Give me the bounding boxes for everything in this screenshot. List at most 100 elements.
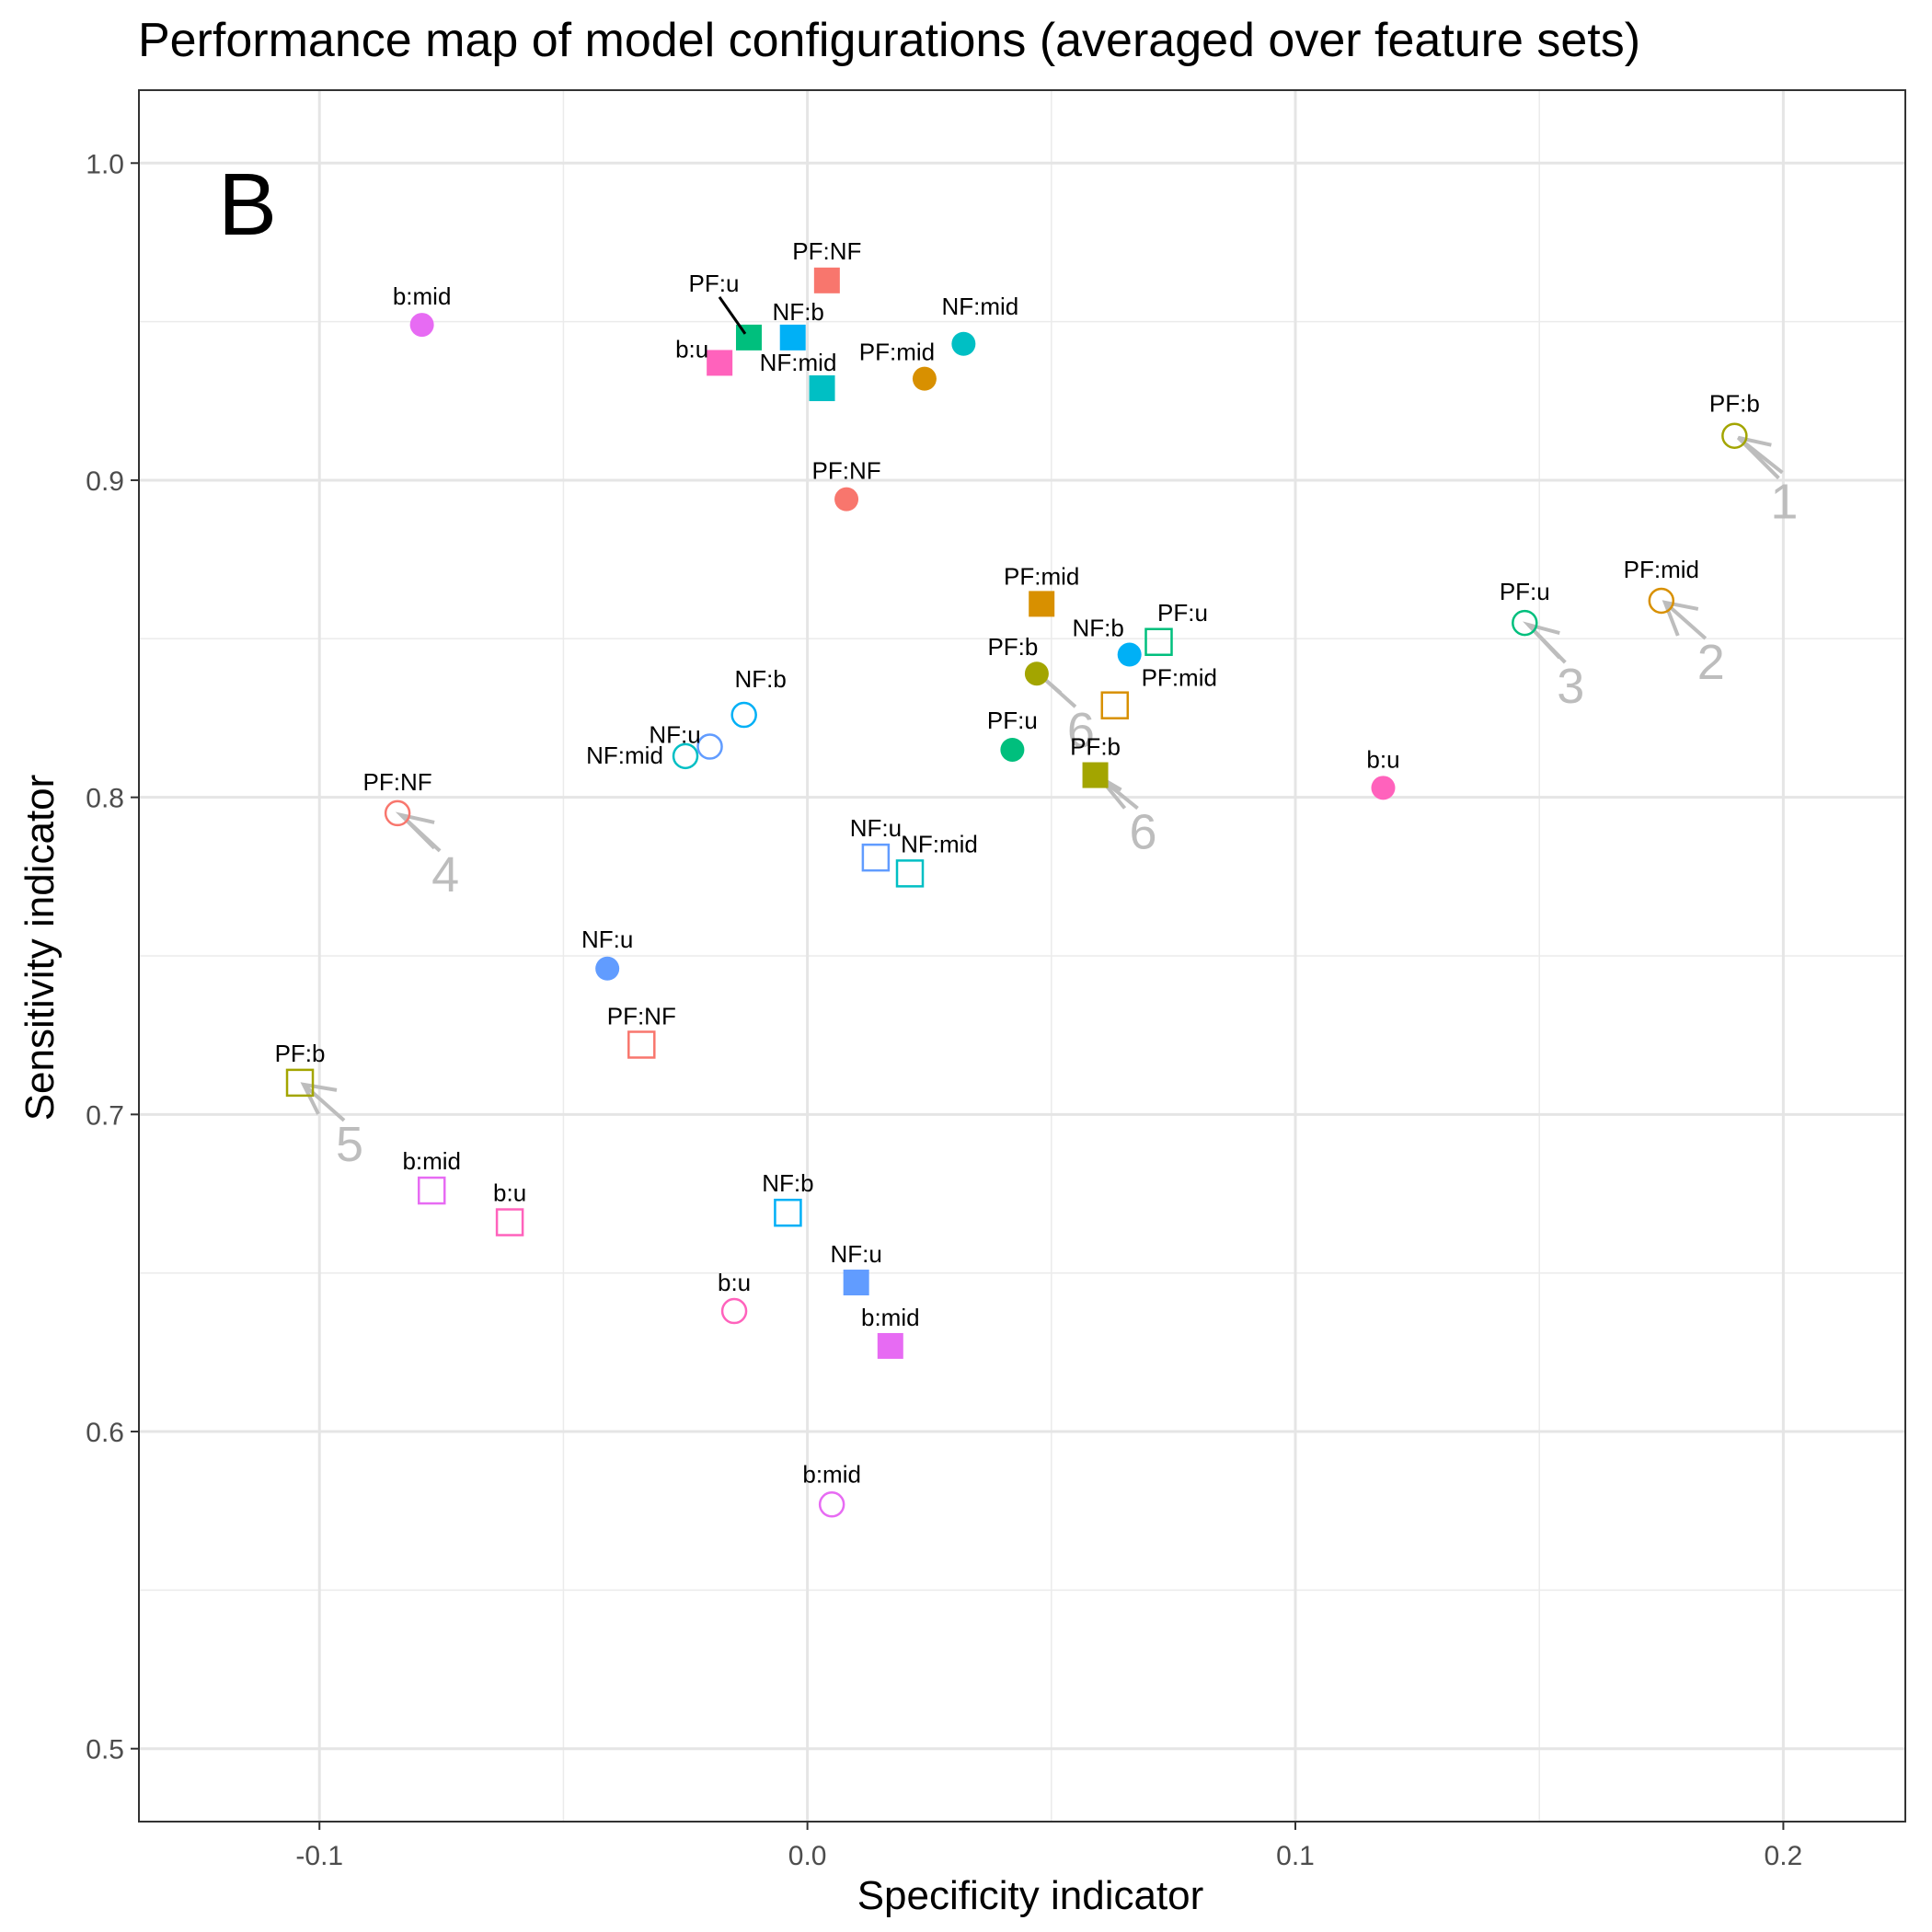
y-axis-title: Sensitivity indicator — [17, 775, 63, 1121]
point-label: PF:NF — [812, 457, 881, 485]
data-point — [877, 1332, 903, 1359]
data-point — [672, 742, 699, 770]
point-label: b:mid — [861, 1304, 920, 1331]
point-label: b:u — [1366, 745, 1399, 773]
rank-number: 3 — [1557, 659, 1584, 714]
data-point — [707, 350, 733, 376]
data-point — [818, 1491, 845, 1518]
data-point — [495, 1208, 524, 1236]
point-label: b:mid — [802, 1460, 861, 1488]
point-label: PF:u — [1157, 599, 1208, 627]
x-axis-title: Specificity indicator — [857, 1873, 1204, 1918]
data-point — [1512, 609, 1538, 637]
point-label: PF:u — [689, 270, 740, 297]
data-point — [912, 366, 937, 391]
data-point — [834, 487, 859, 512]
y-tick-label: 0.8 — [86, 784, 124, 814]
rank-arrow-shaft — [1736, 436, 1780, 480]
rank-number: 6 — [1130, 805, 1157, 860]
y-tick-label: 0.5 — [86, 1735, 124, 1765]
point-label: PF:u — [987, 707, 1038, 734]
point-label: PF:b — [987, 633, 1038, 661]
point-label: NF:mid — [941, 293, 1018, 320]
data-point — [774, 1198, 802, 1227]
data-point — [1117, 642, 1142, 667]
x-tick-label: 0.2 — [1765, 1841, 1803, 1871]
point-label: NF:mid — [901, 830, 978, 857]
data-point — [1371, 776, 1396, 800]
point-label: PF:mid — [1004, 562, 1079, 590]
data-point — [285, 1068, 315, 1098]
point-label: NF:b — [773, 298, 824, 326]
data-point — [1721, 422, 1748, 449]
data-point — [1144, 627, 1173, 657]
point-label: PF:NF — [792, 237, 861, 265]
y-tick-label: 1.0 — [86, 149, 124, 179]
axes: -0.1 0.0 0.1 0.2 0.5 0.6 0.7 0.8 0.9 1.0 — [86, 89, 1906, 1871]
point-label: b:mid — [402, 1147, 461, 1175]
rank-number: 6 — [1067, 703, 1095, 758]
data-point — [1024, 661, 1049, 686]
rank-arrows: 1 2 3 66 4 5 — [300, 435, 1798, 1172]
point-label: PF:b — [1070, 733, 1121, 761]
data-point — [1029, 591, 1055, 617]
data-point — [895, 859, 925, 888]
x-tick-label: 0.0 — [788, 1841, 827, 1871]
y-tick-label: 0.7 — [86, 1100, 124, 1131]
point-label: PF:b — [1709, 390, 1760, 418]
grid-lines — [139, 90, 1905, 1822]
point-label: NF:b — [735, 665, 787, 693]
data-point — [409, 313, 434, 338]
point-label: PF:mid — [859, 339, 935, 366]
point-label: PF:mid — [1624, 556, 1699, 583]
y-tick-label: 0.9 — [86, 466, 124, 497]
rank-number: 2 — [1697, 635, 1725, 690]
point-label: b:u — [718, 1269, 751, 1296]
x-tick-label: -0.1 — [295, 1841, 343, 1871]
data-point — [809, 375, 835, 402]
point-label: NF:b — [762, 1169, 813, 1197]
data-points — [285, 267, 1748, 1518]
point-label: NF:mid — [586, 742, 663, 769]
point-label: PF:NF — [607, 1003, 676, 1030]
rank-number: 5 — [336, 1117, 363, 1172]
rank-number: 1 — [1770, 475, 1798, 530]
data-point — [779, 324, 806, 351]
point-label: PF:b — [275, 1040, 326, 1067]
data-point — [1100, 691, 1130, 719]
panel-tag: B — [218, 155, 277, 254]
point-label: NF:b — [1073, 615, 1124, 642]
point-label: NF:u — [649, 721, 700, 749]
point-label: PF:NF — [363, 768, 432, 796]
data-point — [951, 331, 976, 356]
chart-title: Performance map of model configurations … — [138, 14, 1641, 67]
data-point — [861, 843, 891, 872]
data-point — [595, 956, 620, 981]
point-label: NF:mid — [760, 349, 837, 376]
x-tick-label: 0.1 — [1276, 1841, 1315, 1871]
data-point — [730, 701, 757, 729]
data-point — [1000, 737, 1025, 762]
data-point — [384, 799, 411, 827]
data-point — [417, 1176, 446, 1205]
rank-arrow-shaft — [302, 1083, 346, 1122]
point-label: NF:u — [850, 814, 902, 842]
point-label: PF:mid — [1142, 664, 1217, 692]
label-leader-line — [718, 295, 747, 335]
y-tick-label: 0.6 — [86, 1418, 124, 1448]
data-point — [813, 267, 840, 293]
data-point — [627, 1030, 656, 1059]
point-label: NF:u — [581, 926, 633, 953]
data-point — [1082, 762, 1109, 788]
data-point — [843, 1270, 869, 1296]
data-point — [720, 1297, 748, 1325]
point-label: b:u — [675, 335, 708, 362]
point-label: b:mid — [393, 282, 452, 310]
point-label: NF:u — [830, 1240, 881, 1268]
rank-number: 4 — [431, 847, 459, 903]
panel-border — [138, 89, 1906, 1823]
point-label: b:u — [493, 1179, 526, 1207]
data-point — [696, 733, 723, 760]
